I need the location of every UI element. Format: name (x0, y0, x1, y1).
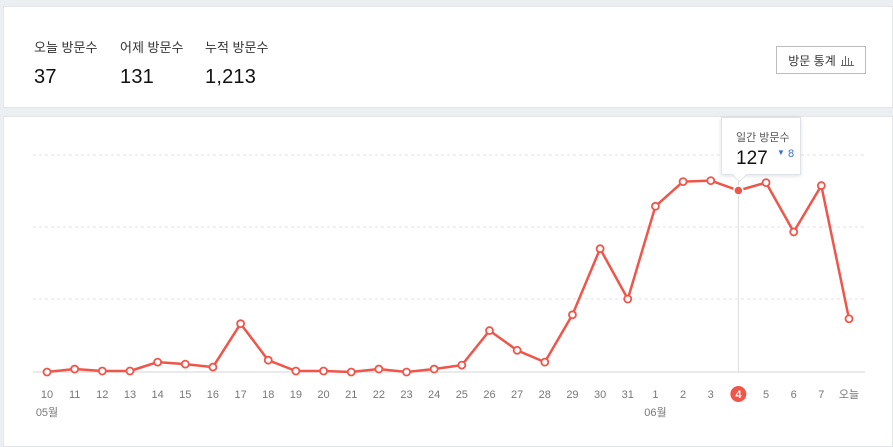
x-tick-label-오늘: 오늘 (839, 388, 859, 401)
x-tick-label-21: 21 (345, 389, 357, 401)
x-tick-label-highlighted: 4 (735, 389, 742, 401)
data-point-15 (180, 359, 190, 369)
tooltip-delta-value: 8 (787, 148, 795, 160)
tooltip-value: 127 (736, 148, 768, 169)
tooltip-delta: ▼ 8 (777, 148, 794, 160)
x-tick-label-20: 20 (317, 389, 329, 401)
x-tick-label-31: 31 (622, 389, 634, 401)
data-point-3 (706, 176, 716, 186)
stat-today-value: 37 (34, 66, 57, 88)
data-point-23 (402, 367, 411, 377)
x-tick-label-11: 11 (69, 389, 80, 401)
x-tick-label-25: 25 (456, 389, 468, 401)
x-tick-label-29: 29 (566, 389, 578, 401)
x-tick-label-19: 19 (290, 389, 302, 401)
data-point-31 (623, 294, 633, 304)
stat-yesterday: 어제 방문수 131 (120, 37, 183, 89)
visit-stats-button[interactable]: 방문 통계 (776, 46, 866, 74)
x-tick-label-5: 5 (763, 389, 769, 401)
x-tick-label-2: 2 (680, 389, 686, 401)
bar-chart-icon (840, 56, 854, 66)
data-point-6 (789, 227, 799, 237)
x-tick-label-12: 12 (96, 389, 108, 401)
data-point-18 (263, 355, 273, 365)
stats-summary-card: 오늘 방문수 37 어제 방문수 131 누적 방문수 1,213 방문 통계 (3, 6, 893, 108)
visit-stats-button-label: 방문 통계 (788, 53, 836, 68)
x-tick-label-1: 1 (652, 389, 658, 401)
x-tick-label-13: 13 (124, 389, 136, 401)
data-point-7 (816, 181, 826, 190)
data-point-25 (457, 360, 467, 370)
data-point-10 (42, 367, 52, 377)
x-tick-label-17: 17 (234, 389, 246, 401)
x-tick-label-15: 15 (179, 389, 191, 401)
daily-visits-line (46, 179, 851, 374)
data-point-28 (540, 357, 550, 367)
data-point-30 (595, 244, 605, 254)
month-label: 05월 (36, 406, 58, 419)
data-point-11 (70, 364, 80, 374)
x-tick-label-14: 14 (151, 389, 163, 401)
x-tick-label-27: 27 (511, 389, 523, 401)
x-tick-label-10: 10 (41, 389, 53, 401)
highlighted-day-badge (730, 386, 747, 402)
data-point-29 (568, 310, 577, 320)
x-tick-label-6: 6 (791, 389, 797, 401)
data-point-22 (374, 364, 384, 374)
triangle-down-icon: ▼ (777, 148, 785, 157)
data-point-24 (429, 364, 439, 374)
data-point-5 (761, 178, 771, 188)
tooltip-title: 일간 방문수 (736, 132, 790, 144)
month-label: 06월 (644, 406, 666, 419)
data-point-17 (236, 319, 245, 329)
data-point-27 (512, 345, 522, 355)
stat-yesterday-label: 어제 방문수 (120, 40, 184, 55)
stat-total-label: 누적 방문수 (205, 40, 269, 55)
data-point-highlighted (733, 185, 744, 196)
data-point-14 (153, 357, 163, 367)
x-tick-label-26: 26 (483, 389, 495, 401)
data-point-26 (485, 326, 494, 335)
x-tick-label-24: 24 (428, 389, 440, 401)
x-tick-label-7: 7 (818, 389, 824, 401)
stat-today: 오늘 방문수 37 (34, 37, 97, 89)
data-point-12 (97, 366, 107, 376)
x-tick-label-28: 28 (539, 389, 551, 401)
data-point-19 (291, 366, 301, 376)
daily-visits-tooltip: 일간 방문수 127 ▼ 8 (721, 117, 801, 183)
stat-today-label: 오늘 방문수 (34, 40, 98, 55)
data-point-21 (346, 367, 356, 377)
data-point-13 (125, 366, 135, 376)
x-tick-label-30: 30 (594, 389, 606, 401)
x-tick-label-16: 16 (207, 389, 219, 401)
data-point-16 (208, 362, 218, 372)
x-tick-label-23: 23 (400, 389, 412, 401)
x-tick-label-22: 22 (373, 389, 385, 401)
stat-total: 누적 방문수 1,213 (205, 37, 268, 89)
data-point-오늘 (844, 314, 854, 324)
stat-yesterday-value: 131 (120, 66, 154, 88)
x-tick-label-18: 18 (262, 389, 274, 401)
data-point-1 (651, 201, 660, 211)
stat-total-value: 1,213 (205, 66, 257, 88)
data-point-2 (678, 177, 688, 187)
data-point-20 (319, 366, 328, 376)
x-tick-label-3: 3 (708, 389, 714, 401)
